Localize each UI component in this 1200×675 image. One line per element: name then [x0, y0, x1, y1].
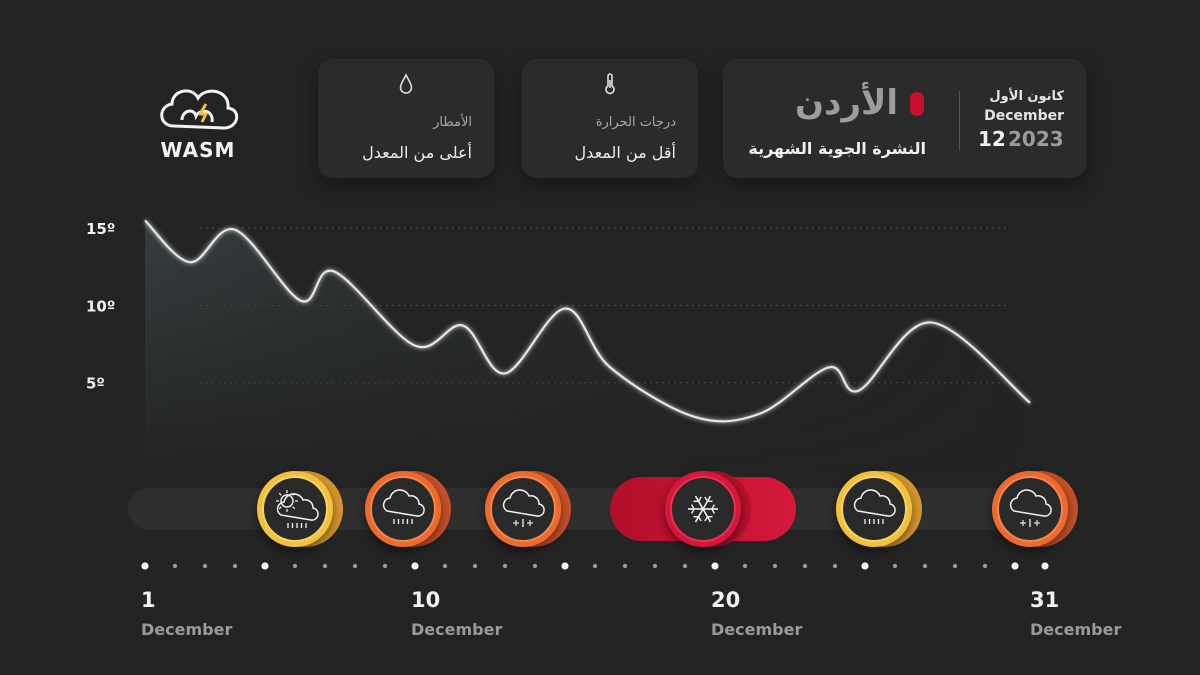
data-point [1027, 400, 1033, 406]
day-dot [472, 563, 478, 569]
brand-name: WASM [160, 138, 236, 162]
day-dot [922, 563, 928, 569]
day-dot [652, 563, 658, 569]
temperature-area [145, 220, 1030, 470]
cloud-rain-icon [836, 471, 922, 547]
month-arabic: كانون الأول [989, 89, 1064, 104]
data-point [142, 217, 148, 223]
day-dot [682, 563, 688, 569]
day-dots [141, 562, 1049, 570]
rain-card: الأمطار أعلى من المعدل [318, 59, 494, 178]
day-dot [502, 563, 508, 569]
data-point [928, 319, 934, 325]
data-point [562, 306, 568, 312]
day-dot [292, 563, 298, 569]
day-dot [1011, 562, 1019, 570]
x-tick-label: 20 [711, 588, 741, 612]
year: 2023 [1008, 127, 1064, 151]
day-dot [892, 563, 898, 569]
day-dot [382, 563, 388, 569]
day-dot [622, 563, 628, 569]
day-dot [411, 562, 419, 570]
country-name: الأردن [794, 83, 898, 123]
day-dot [261, 562, 269, 570]
data-point [691, 414, 697, 420]
raindrop-icon [399, 73, 413, 94]
weather-markers [257, 471, 1078, 547]
temperature-label: درجات الحرارة [595, 115, 676, 130]
rain-label: الأمطار [433, 115, 472, 130]
day-dot [232, 563, 238, 569]
thermometer-icon [605, 73, 615, 95]
x-tick-sublabel: December [411, 620, 503, 639]
day-dot [202, 563, 208, 569]
x-tick-sublabel: December [711, 620, 803, 639]
y-tick-label: 15º [86, 220, 115, 238]
day-dot [141, 562, 149, 570]
day-dot [772, 563, 778, 569]
data-point [187, 259, 193, 265]
x-tick-label: 31 [1030, 588, 1060, 612]
y-tick-label: 10º [86, 297, 115, 315]
month-english: December [984, 108, 1064, 124]
data-point [826, 364, 832, 370]
weather-track [128, 488, 1068, 530]
y-axis-labels: 5º 10º 15º [86, 220, 115, 393]
data-point [412, 343, 418, 349]
cloud-rain-icon [365, 471, 451, 547]
x-tick-sublabel: December [141, 620, 233, 639]
temperature-line [144, 219, 1031, 423]
day-dot [532, 563, 538, 569]
day-dot [861, 562, 869, 570]
day-dot [832, 563, 838, 569]
day-dot [802, 563, 808, 569]
day-dot [952, 563, 958, 569]
x-tick-label: 10 [411, 588, 441, 612]
data-point [856, 387, 862, 393]
country-marker [910, 92, 924, 116]
data-point [460, 323, 466, 329]
day-dot [352, 563, 358, 569]
data-point [232, 227, 238, 233]
day-dot [742, 563, 748, 569]
month-number: 12 [978, 127, 1006, 151]
day-dot [711, 562, 719, 570]
x-tick-label: 1 [141, 588, 156, 612]
day-dot [592, 563, 598, 569]
day-dot [322, 563, 328, 569]
snowflake-icon [665, 471, 751, 547]
x-tick-sublabel: December [1030, 620, 1122, 639]
wasm-logo: WASM [152, 82, 244, 162]
partly-cloudy-rain-icon [257, 471, 343, 547]
y-tick-label: 5º [86, 375, 105, 393]
day-dot [442, 563, 448, 569]
data-point [502, 370, 508, 376]
cloud-lightning-logo-icon [160, 89, 239, 130]
divider [959, 91, 960, 151]
day-dot [1041, 562, 1049, 570]
cloud-snow-rain-icon [992, 471, 1078, 547]
data-point [331, 268, 337, 274]
header-card: الأردن النشرة الجوية الشهرية كانون الأول… [723, 59, 1086, 178]
bulletin-subtitle: النشرة الجوية الشهرية [748, 139, 926, 158]
cloud-snow-rain-icon [485, 471, 571, 547]
day-dot [561, 562, 569, 570]
day-dot [982, 563, 988, 569]
day-dot [172, 563, 178, 569]
rain-value: أعلى من المعدل [362, 143, 472, 162]
data-point [298, 298, 304, 304]
temperature-card: درجات الحرارة أقل من المعدل [522, 59, 698, 178]
data-point [757, 411, 763, 417]
temperature-value: أقل من المعدل [574, 143, 676, 162]
data-point [607, 364, 613, 370]
